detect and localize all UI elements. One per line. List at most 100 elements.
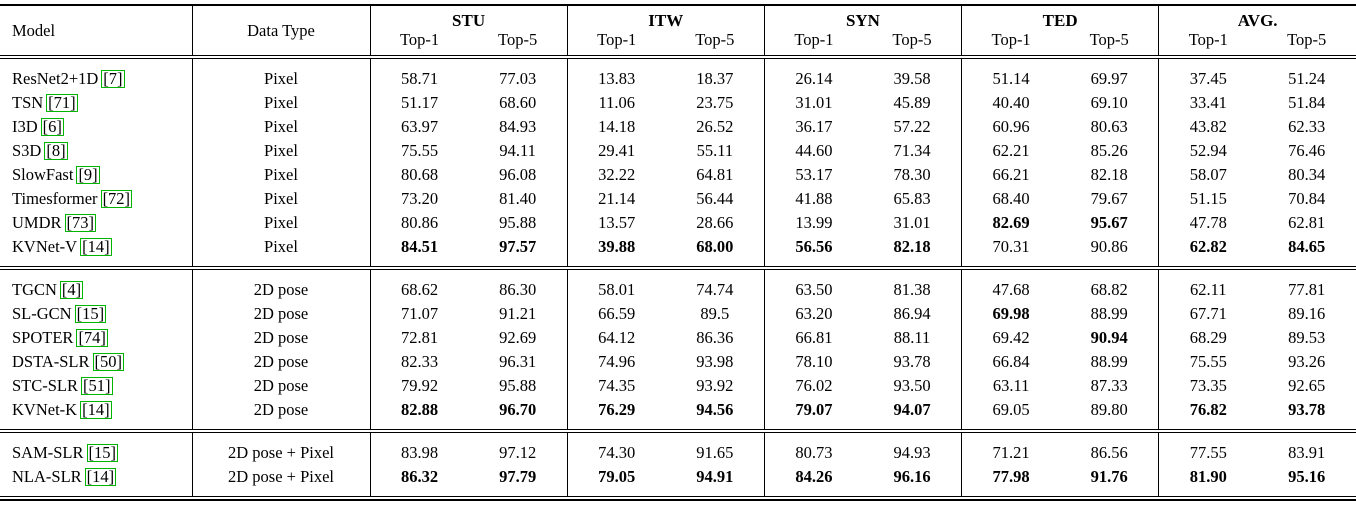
metric-cell: 57.22 bbox=[862, 114, 963, 139]
metric-cell: 68.60 bbox=[468, 90, 568, 115]
metric-cell: 76.82 bbox=[1189, 400, 1227, 419]
citation-link[interactable]: [15] bbox=[86, 443, 119, 462]
metric-cell: 76.46 bbox=[1288, 141, 1326, 160]
citation-link[interactable]: [71] bbox=[46, 93, 78, 112]
metric-cell: 70.84 bbox=[1288, 189, 1326, 208]
metric-cell: 93.26 bbox=[1288, 352, 1326, 371]
metric-cell: 80.73 bbox=[795, 443, 833, 462]
metric-cell: 86.30 bbox=[468, 269, 568, 302]
metric-cell: 71.34 bbox=[862, 138, 963, 163]
citation-link[interactable]: [9] bbox=[76, 165, 100, 184]
citation-link[interactable]: [7] bbox=[101, 69, 125, 88]
metric-cell: 91.21 bbox=[468, 301, 568, 326]
header-group-avg: AVG. bbox=[1237, 11, 1278, 30]
metric-cell: 65.83 bbox=[862, 186, 963, 211]
data-type-cell: Pixel bbox=[192, 138, 371, 163]
model-cell: SL-GCN [15] bbox=[0, 301, 193, 326]
citation-link[interactable]: [14] bbox=[84, 467, 117, 486]
model-cell: Timesformer [72] bbox=[0, 186, 193, 211]
citation-link[interactable]: [51] bbox=[81, 376, 113, 395]
table-body: ResNet2+1D [7] Pixel 58.71 77.03 13.83 18.37 26… bbox=[0, 55, 1356, 501]
model-cell: STC-SLR [51] bbox=[0, 373, 193, 398]
model-cell: SAM-SLR [15] bbox=[0, 432, 193, 465]
metric-cell: 62.81 bbox=[1288, 213, 1326, 232]
metric-cell: 52.94 bbox=[1189, 141, 1227, 160]
table-row: STC-SLR [51] 2D pose 79.92 95.88 74.35 93.92 76… bbox=[0, 373, 1356, 398]
citation-link[interactable]: [72] bbox=[100, 189, 133, 208]
metric-cell: 51.24 bbox=[1288, 69, 1326, 88]
table-row: I3D [6] Pixel 63.97 84.93 14.18 26.52 36.17 57.2… bbox=[0, 114, 1356, 139]
citation-link[interactable]: [6] bbox=[40, 117, 64, 136]
metric-cell: 77.03 bbox=[468, 58, 568, 91]
divider-line bbox=[0, 266, 1356, 270]
metric-cell: 76.29 bbox=[598, 400, 636, 419]
metric-cell: 89.5 bbox=[665, 301, 765, 326]
header-data-type: Data Type bbox=[192, 5, 371, 56]
metric-cell: 91.76 bbox=[1060, 464, 1160, 497]
model-cell: NLA-SLR [14] bbox=[0, 464, 193, 497]
metric-cell: 69.42 bbox=[992, 328, 1030, 347]
metric-cell: 95.16 bbox=[1288, 467, 1326, 486]
metric-cell: 88.11 bbox=[862, 325, 963, 350]
metric-cell: 93.98 bbox=[665, 349, 765, 374]
metric-cell: 94.91 bbox=[665, 464, 765, 497]
metric-cell: 68.29 bbox=[1189, 328, 1227, 347]
metric-cell: 66.59 bbox=[598, 304, 636, 323]
citation-link[interactable]: [73] bbox=[64, 213, 97, 232]
model-cell: S3D [8] bbox=[0, 138, 193, 163]
table-row: UMDR [73] Pixel 80.86 95.88 13.57 28.66 13.99 31… bbox=[0, 210, 1356, 235]
metric-cell: 92.69 bbox=[468, 325, 568, 350]
model-name: UMDR bbox=[12, 213, 62, 232]
metric-cell: 80.63 bbox=[1060, 114, 1160, 139]
citation-link[interactable]: [50] bbox=[92, 352, 125, 371]
citation-link[interactable]: [4] bbox=[59, 280, 84, 299]
metric-cell: 58.01 bbox=[598, 280, 636, 299]
subheader-top1: Top-1 bbox=[794, 30, 834, 49]
header-group-itw: ITW bbox=[567, 5, 765, 30]
citation-link[interactable]: [74] bbox=[76, 328, 108, 347]
metric-cell: 76.02 bbox=[795, 376, 833, 395]
metric-cell: 66.21 bbox=[992, 165, 1030, 184]
metric-cell: 37.45 bbox=[1189, 69, 1227, 88]
citation-link[interactable]: [14] bbox=[80, 400, 112, 419]
metric-cell: 18.37 bbox=[665, 58, 765, 91]
model-name: STC-SLR bbox=[12, 376, 79, 395]
metric-cell: 84.65 bbox=[1288, 237, 1326, 256]
divider-line bbox=[0, 496, 1356, 501]
metric-cell: 47.78 bbox=[1189, 213, 1227, 232]
citation-link[interactable]: [15] bbox=[74, 304, 107, 323]
subheader-top5: Top-5 bbox=[1287, 30, 1327, 49]
metric-cell: 55.11 bbox=[665, 138, 765, 163]
citation-link[interactable]: [14] bbox=[80, 237, 112, 256]
model-name: TSN bbox=[12, 93, 44, 112]
metric-cell: 44.60 bbox=[795, 141, 833, 160]
model-name: KVNet-K bbox=[12, 400, 78, 419]
subheader-top5: Top-5 bbox=[468, 30, 568, 56]
metric-cell: 94.11 bbox=[468, 138, 568, 163]
metric-cell: 62.21 bbox=[992, 141, 1030, 160]
data-type-cell: 2D pose bbox=[192, 397, 371, 430]
metric-cell: 43.82 bbox=[1189, 117, 1227, 136]
metric-cell: 78.30 bbox=[862, 162, 963, 187]
metric-cell: 93.50 bbox=[862, 373, 963, 398]
subheader-top1: Top-1 bbox=[991, 30, 1031, 49]
metric-cell: 90.94 bbox=[1060, 325, 1160, 350]
metric-cell: 51.15 bbox=[1189, 189, 1227, 208]
metric-cell: 84.93 bbox=[468, 114, 568, 139]
metric-cell: 71.07 bbox=[400, 304, 439, 323]
table-row: TGCN [4] 2D pose 68.62 86.30 58.01 74.74 63.50 8… bbox=[0, 269, 1356, 302]
metric-cell: 88.99 bbox=[1060, 301, 1160, 326]
metric-cell: 82.69 bbox=[992, 213, 1030, 232]
metric-cell: 74.35 bbox=[598, 376, 636, 395]
section-divider bbox=[0, 266, 1356, 270]
metric-cell: 32.22 bbox=[598, 165, 636, 184]
metric-cell: 82.88 bbox=[400, 400, 439, 419]
metric-cell: 80.86 bbox=[400, 213, 439, 232]
metric-cell: 73.35 bbox=[1189, 376, 1227, 395]
metric-cell: 51.17 bbox=[400, 93, 439, 112]
data-type-cell: Pixel bbox=[192, 58, 371, 91]
table-row: KVNet-V [14] Pixel 84.51 97.57 39.88 68.00 56.5… bbox=[0, 234, 1356, 267]
citation-link[interactable]: [8] bbox=[44, 141, 68, 160]
data-type-cell: 2D pose bbox=[192, 301, 371, 326]
